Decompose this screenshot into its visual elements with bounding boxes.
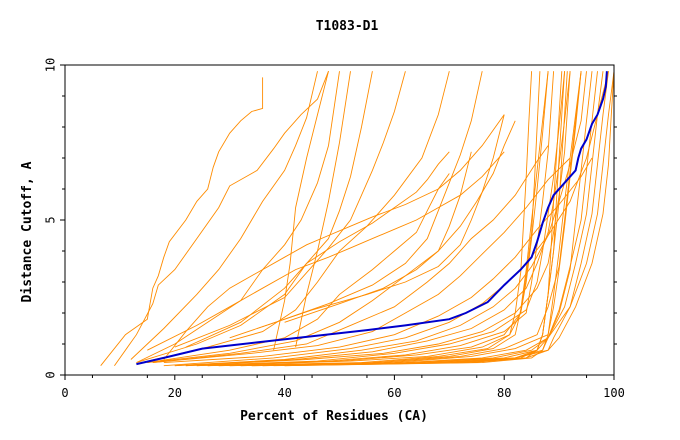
model-series-line-32 — [284, 71, 563, 367]
model-series-line-4 — [136, 71, 340, 364]
plot-lines — [100, 71, 615, 367]
model-series-line-24 — [229, 71, 593, 367]
model-series-line-30 — [262, 71, 568, 367]
y-tick-label: 10 — [44, 58, 58, 72]
model-series-line-3 — [130, 71, 318, 360]
model-series-line-42 — [273, 71, 329, 351]
model-series-line-18 — [196, 71, 549, 367]
model-series-line-25 — [240, 71, 598, 367]
model-series-line-11 — [163, 157, 593, 364]
model-series-line-38 — [229, 71, 483, 339]
model-series-line-6 — [141, 71, 450, 364]
y-tick-label: 0 — [44, 371, 58, 378]
model-series-line-40 — [284, 151, 472, 323]
model-series-line-39 — [256, 114, 505, 329]
highlight-series-line — [136, 71, 608, 366]
model-series-line-1 — [100, 77, 264, 366]
model-series-line-23 — [229, 71, 582, 367]
model-series-line-19 — [207, 71, 541, 367]
model-series-line-41 — [295, 71, 351, 348]
x-tick-label: 60 — [387, 386, 401, 400]
model-series-line-26 — [240, 71, 604, 367]
model-series-line-16 — [185, 71, 566, 367]
model-series-line-5 — [136, 71, 373, 364]
model-series-line-37 — [185, 151, 450, 348]
model-series-line-13 — [174, 71, 587, 367]
y-axis-ticks: 0 5 10 — [44, 58, 617, 379]
chart-title: T1083-D1 — [316, 19, 379, 34]
x-axis-ticks: 0 20 40 60 80 100 — [61, 375, 625, 400]
model-series-line-22 — [218, 71, 582, 367]
model-series-line-10 — [152, 157, 571, 364]
model-series-line-35 — [147, 151, 505, 351]
x-tick-label: 100 — [603, 386, 625, 400]
model-series-line-20 — [207, 71, 533, 367]
y-axis-label: Distance Cutoff, A — [20, 161, 35, 302]
model-series-line-15 — [185, 71, 571, 367]
model-series-line-34 — [163, 114, 505, 360]
model-series-line-17 — [196, 71, 555, 367]
model-series-line-12 — [163, 71, 609, 367]
x-tick-label: 20 — [168, 386, 182, 400]
x-axis-label: Percent of Residues (CA) — [240, 409, 428, 424]
x-tick-label: 0 — [61, 386, 68, 400]
y-tick-label: 5 — [44, 216, 58, 223]
model-series-line-36 — [174, 71, 406, 348]
x-tick-label: 40 — [277, 386, 291, 400]
x-tick-label: 80 — [497, 386, 511, 400]
model-series-line-21 — [218, 71, 549, 367]
model-series-line-8 — [147, 120, 516, 364]
model-series-line-2 — [114, 71, 329, 366]
highlight-line — [136, 71, 608, 366]
model-series-line-33 — [284, 71, 582, 367]
model-series-line-14 — [174, 71, 571, 367]
